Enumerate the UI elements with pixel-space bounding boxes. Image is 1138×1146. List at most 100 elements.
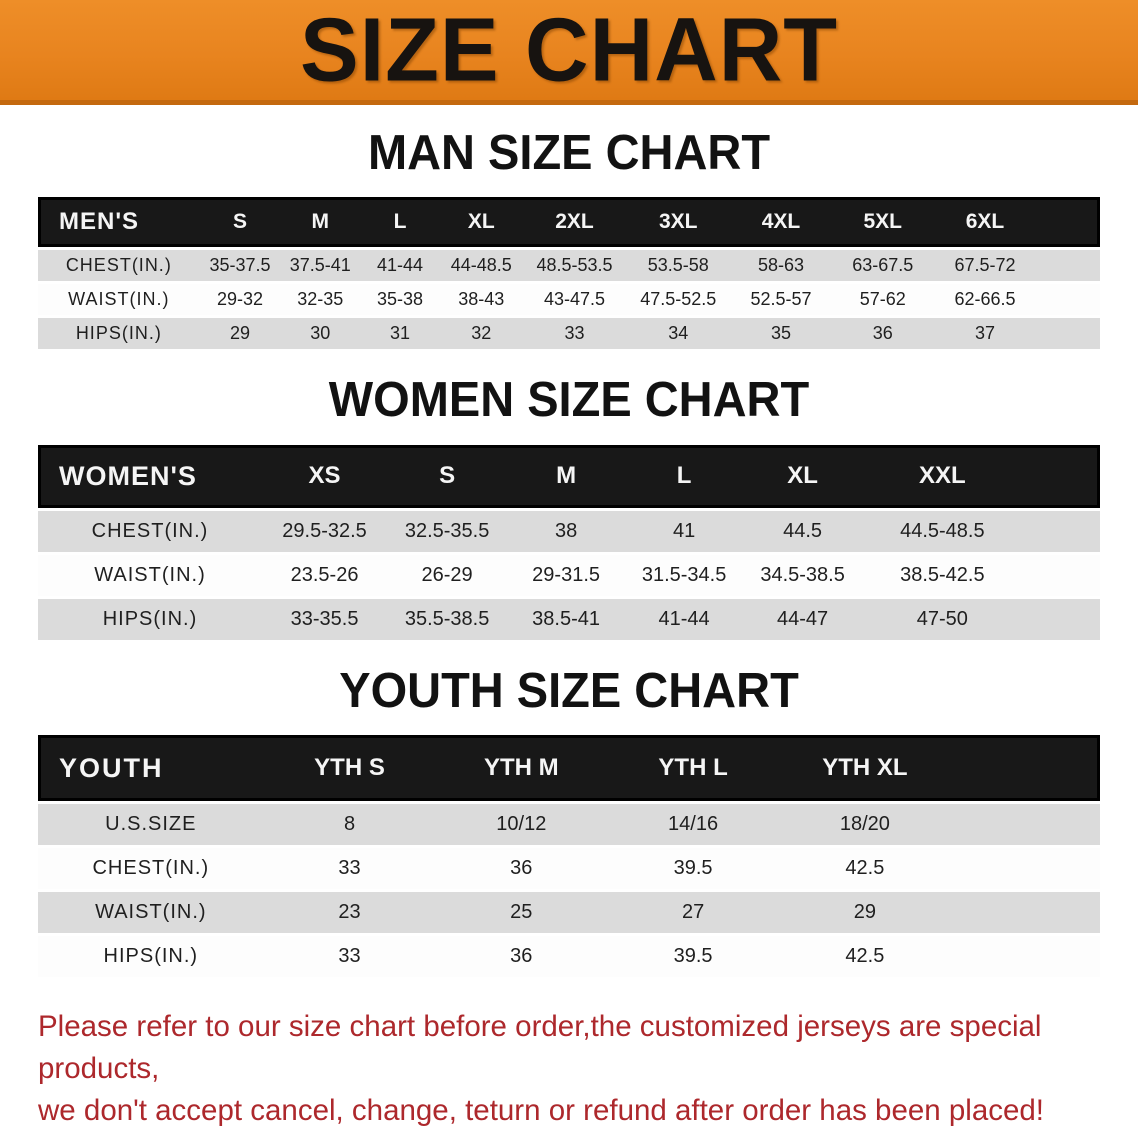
- women-value-2-1: 35.5-38.5: [387, 598, 508, 640]
- men-section-heading: MAN SIZE CHART: [0, 123, 1138, 180]
- women-row-label-1: WAIST(IN.): [38, 554, 262, 596]
- youth-value-1-0: 33: [263, 848, 436, 890]
- youth-size-table: YOUTH YTH S YTH M YTH L YTH XL U.S.SIZE 8 10/12…: [38, 732, 1100, 980]
- men-value-1-0: 29-32: [199, 284, 281, 316]
- men-value-0-7: 63-67.5: [831, 250, 934, 282]
- men-value-1-5: 47.5-52.5: [626, 284, 731, 316]
- men-value-0-8: 67.5-72: [933, 250, 1037, 282]
- youth-value-1-3: 42.5: [778, 848, 951, 890]
- youth-value-2-1: 25: [435, 892, 608, 934]
- women-row-spacer-2: [1022, 598, 1100, 640]
- men-value-0-4: 48.5-53.5: [522, 250, 627, 282]
- youth-value-0-2: 14/16: [607, 804, 779, 846]
- youth-column-header-1: YTH M: [435, 735, 608, 802]
- men-value-0-6: 58-63: [730, 250, 832, 282]
- youth-value-0-0: 8: [263, 804, 436, 846]
- men-corner-label: MEN'S: [38, 197, 200, 248]
- youth-section-heading: YOUTH SIZE CHART: [0, 661, 1138, 718]
- youth-row-spacer-2: [950, 892, 1100, 934]
- youth-column-header-3: YTH XL: [778, 735, 951, 802]
- men-value-2-2: 31: [360, 318, 440, 350]
- men-value-2-1: 30: [280, 318, 361, 350]
- men-value-1-2: 35-38: [360, 284, 440, 316]
- men-value-1-7: 57-62: [831, 284, 934, 316]
- men-value-2-4: 33: [522, 318, 627, 350]
- women-header-row: WOMEN'S XS S M L XL XXL: [38, 444, 1100, 508]
- women-value-2-2: 38.5-41: [507, 598, 626, 640]
- youth-row-label-2: WAIST(IN.): [38, 892, 264, 934]
- women-value-2-3: 41-44: [625, 598, 744, 640]
- women-value-1-3: 31.5-34.5: [625, 554, 744, 596]
- women-row-chest-in.-: CHEST(IN.) 29.5-32.5 32.5-35.5 38 41 44.5 44.5…: [38, 510, 1100, 552]
- women-value-2-5: 47-50: [862, 598, 1023, 640]
- youth-row-spacer-0: [950, 804, 1100, 846]
- men-size-table: MEN'S S M L XL 2XL 3XL 4XL 5XL 6XL CHEST(IN.) 35-37…: [38, 194, 1100, 352]
- youth-value-3-0: 33: [263, 936, 436, 978]
- men-header-row: MEN'S S M L XL 2XL 3XL 4XL 5XL 6XL: [38, 197, 1100, 248]
- youth-table-wrap: YOUTH YTH S YTH M YTH L YTH XL U.S.SIZE 8 10/12…: [0, 732, 1138, 980]
- women-row-spacer-0: [1022, 510, 1100, 552]
- women-table-wrap: WOMEN'S XS S M L XL XXL CHEST(IN.) 29.5-32.5 32.5…: [0, 442, 1138, 643]
- men-value-2-5: 34: [626, 318, 731, 350]
- men-value-2-8: 37: [933, 318, 1037, 350]
- youth-value-3-1: 36: [435, 936, 608, 978]
- order-disclaimer: Please refer to our size chart before or…: [0, 1006, 1138, 1132]
- women-size-table: WOMEN'S XS S M L XL XXL CHEST(IN.) 29.5-32.5 32.5…: [38, 442, 1100, 643]
- youth-column-header-0: YTH S: [263, 735, 436, 802]
- youth-value-2-3: 29: [778, 892, 951, 934]
- men-value-1-6: 52.5-57: [730, 284, 832, 316]
- women-value-1-5: 38.5-42.5: [862, 554, 1023, 596]
- men-value-2-6: 35: [730, 318, 832, 350]
- women-value-0-4: 44.5: [743, 510, 863, 552]
- youth-value-3-3: 42.5: [778, 936, 951, 978]
- women-value-1-2: 29-31.5: [507, 554, 626, 596]
- youth-size-chart-section: YOUTH SIZE CHART YOUTH YTH S YTH M YTH L YTH…: [0, 661, 1138, 980]
- men-value-1-3: 38-43: [439, 284, 523, 316]
- women-row-waist-in.-: WAIST(IN.) 23.5-26 26-29 29-31.5 31.5-34.5 34…: [38, 554, 1100, 596]
- youth-column-header-2: YTH L: [607, 735, 779, 802]
- men-row-spacer-2: [1036, 318, 1100, 350]
- women-row-label-0: CHEST(IN.): [38, 510, 262, 552]
- women-section-heading: WOMEN SIZE CHART: [0, 371, 1138, 427]
- youth-row-label-3: HIPS(IN.): [38, 936, 264, 978]
- women-column-header-4: XL: [743, 444, 863, 508]
- men-header-spacer: [1036, 197, 1100, 248]
- youth-value-0-1: 10/12: [435, 804, 608, 846]
- youth-value-1-2: 39.5: [607, 848, 779, 890]
- men-column-header-6: 4XL: [730, 197, 832, 248]
- disclaimer-line-2: we don't accept cancel, change, teturn o…: [38, 1093, 1044, 1127]
- men-section-heading-text: MAN SIZE CHART: [367, 123, 771, 180]
- women-value-1-1: 26-29: [387, 554, 508, 596]
- youth-section-heading-text: YOUTH SIZE CHART: [339, 661, 799, 718]
- youth-header-spacer: [950, 735, 1100, 802]
- men-column-header-5: 3XL: [626, 197, 731, 248]
- youth-value-0-3: 18/20: [778, 804, 951, 846]
- men-table-wrap: MEN'S S M L XL 2XL 3XL 4XL 5XL 6XL CHEST(IN.) 35-37…: [0, 194, 1138, 352]
- men-row-spacer-0: [1036, 250, 1100, 282]
- men-row-hips-in.-: HIPS(IN.) 29 30 31 32 33 34 35 36 37: [38, 318, 1100, 350]
- women-section-heading-text: WOMEN SIZE CHART: [328, 371, 810, 427]
- size-chart-banner: SIZE CHART: [0, 0, 1138, 105]
- women-column-header-0: XS: [262, 444, 388, 508]
- youth-value-3-2: 39.5: [607, 936, 779, 978]
- youth-header-row: YOUTH YTH S YTH M YTH L YTH XL: [38, 735, 1100, 802]
- men-value-0-1: 37.5-41: [280, 250, 361, 282]
- men-row-label-0: CHEST(IN.): [38, 250, 200, 282]
- men-column-header-3: XL: [439, 197, 523, 248]
- women-value-0-1: 32.5-35.5: [387, 510, 508, 552]
- women-size-chart-section: WOMEN SIZE CHART WOMEN'S XS S M L XL XXL CHEST(…: [0, 371, 1138, 643]
- women-value-1-4: 34.5-38.5: [743, 554, 863, 596]
- men-column-header-4: 2XL: [522, 197, 627, 248]
- men-row-label-2: HIPS(IN.): [38, 318, 200, 350]
- women-header-spacer: [1022, 444, 1100, 508]
- youth-row-u.s.size: U.S.SIZE 8 10/12 14/16 18/20: [38, 804, 1100, 846]
- men-row-label-1: WAIST(IN.): [38, 284, 200, 316]
- youth-value-2-2: 27: [607, 892, 779, 934]
- youth-row-chest-in.-: CHEST(IN.) 33 36 39.5 42.5: [38, 848, 1100, 890]
- men-value-0-3: 44-48.5: [439, 250, 523, 282]
- men-column-header-8: 6XL: [933, 197, 1037, 248]
- women-column-header-3: L: [625, 444, 744, 508]
- men-value-2-3: 32: [439, 318, 523, 350]
- women-column-header-2: M: [507, 444, 626, 508]
